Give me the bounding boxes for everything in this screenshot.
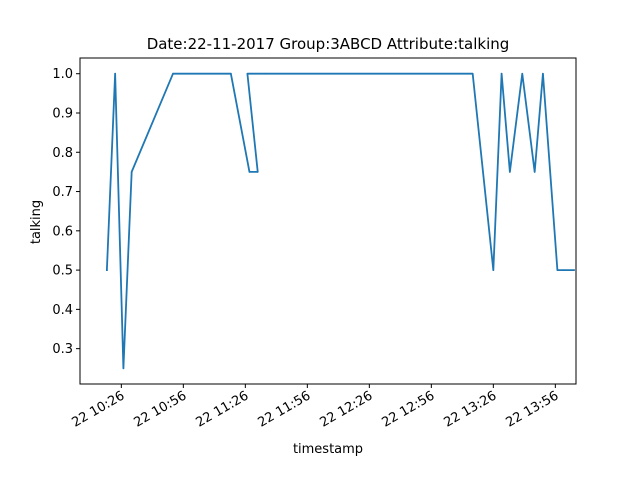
- data-point: [500, 72, 503, 75]
- data-point: [556, 269, 559, 271]
- axes-frame: [79, 57, 577, 385]
- y-tick-label: 0.6: [52, 224, 73, 239]
- data-point: [248, 171, 251, 173]
- data-point: [250, 72, 253, 75]
- data-point: [106, 269, 108, 271]
- plot-area: [105, 72, 575, 370]
- data-point: [130, 171, 133, 173]
- y-tick-label: 1.0: [52, 67, 73, 82]
- data-point: [562, 269, 565, 271]
- data-point: [230, 72, 232, 75]
- data-point: [122, 367, 125, 370]
- data-point: [573, 269, 575, 271]
- data-point: [509, 171, 511, 173]
- chart-title: Date:22-11-2017 Group:3ABCD Attribute:ta…: [147, 35, 510, 53]
- data-point: [542, 72, 544, 75]
- data-point: [172, 72, 174, 75]
- y-axis: 0.3 0.4 0.5 0.6 0.7 0.8 0.9 1.0: [52, 67, 80, 357]
- y-tick-label: 0.8: [52, 146, 73, 161]
- data-point: [521, 72, 524, 75]
- y-axis-label: talking: [29, 200, 44, 244]
- data-point: [471, 72, 474, 75]
- data-point: [533, 171, 536, 173]
- data-point: [492, 269, 495, 271]
- data-point: [265, 72, 267, 75]
- y-tick-label: 0.7: [52, 185, 73, 200]
- y-tick-label: 0.9: [52, 106, 73, 121]
- x-axis-label: timestamp: [293, 442, 363, 457]
- data-point: [114, 72, 116, 75]
- y-tick-label: 0.3: [52, 342, 73, 357]
- data-point: [246, 72, 249, 75]
- y-tick-label: 0.4: [52, 303, 73, 318]
- y-tick-label: 0.5: [52, 264, 73, 279]
- data-point: [256, 171, 259, 173]
